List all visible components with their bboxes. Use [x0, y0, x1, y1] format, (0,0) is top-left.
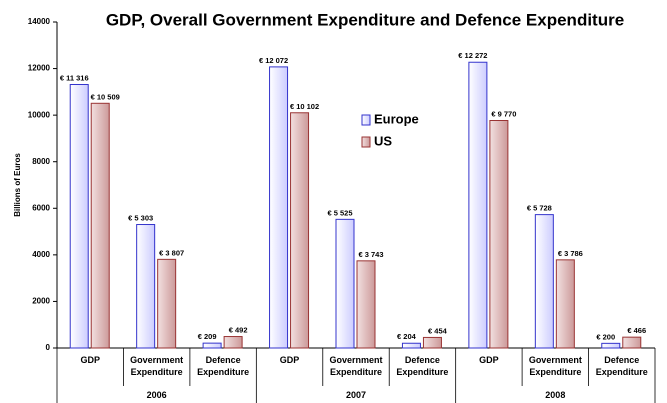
bar: [290, 112, 310, 349]
value-label: € 5 303: [128, 214, 153, 223]
x-tick-label: GDP: [80, 355, 100, 365]
value-label: € 10 509: [91, 92, 120, 101]
bar: [534, 214, 554, 349]
bar: [555, 259, 575, 349]
bar: [223, 336, 243, 349]
value-label: € 5 728: [527, 204, 552, 213]
bar: [356, 260, 376, 349]
x-tick-label: GDP: [479, 355, 499, 365]
y-tick-label: 8000: [32, 157, 50, 166]
bar: [157, 258, 177, 349]
x-tick-label: Defence Expenditure: [595, 355, 648, 377]
x-tick-label: GDP: [279, 355, 300, 365]
y-axis-title: Billions of Euros: [13, 153, 22, 217]
x-tick-label: Defence Expenditure: [197, 355, 250, 377]
y-tick-label: 6000: [32, 203, 50, 212]
value-label: € 3 786: [558, 249, 583, 258]
value-label: € 12 272: [458, 51, 487, 60]
y-tick-label: 14000: [28, 17, 51, 26]
x-tick-label: Defence Expenditure: [396, 355, 449, 377]
y-tick-label: 2000: [32, 297, 50, 306]
bar: [401, 342, 421, 349]
bar: [468, 61, 488, 349]
y-tick-label: 4000: [32, 250, 50, 259]
bar: [69, 83, 89, 349]
group-label: 2007: [345, 390, 366, 400]
group-label: 2006: [146, 390, 167, 400]
value-label: € 5 525: [327, 208, 352, 217]
value-label: € 3 807: [159, 248, 184, 257]
value-label: € 12 072: [259, 56, 288, 65]
value-label: € 492: [229, 326, 248, 335]
legend-label: US: [374, 133, 392, 148]
value-label: € 209: [198, 332, 217, 341]
bar: [422, 336, 442, 349]
bar: [90, 102, 110, 349]
legend-label: Europe: [374, 111, 419, 126]
x-tick-label: Government Expenditure: [130, 355, 184, 377]
bar: [202, 342, 222, 349]
value-label: € 454: [428, 326, 448, 335]
value-label: € 200: [596, 332, 615, 341]
bar: [601, 342, 621, 349]
y-tick-label: 0: [46, 343, 51, 352]
value-label: € 204: [397, 332, 417, 341]
value-label: € 11 316: [60, 73, 89, 82]
bar: [622, 336, 642, 349]
y-tick-label: 10000: [28, 110, 51, 119]
chart-title: GDP, Overall Government Expenditure and …: [106, 10, 624, 29]
value-label: € 10 102: [290, 102, 319, 111]
legend-swatch: [361, 114, 371, 126]
bar: [335, 218, 355, 349]
bar: [489, 119, 509, 349]
y-tick-label: 12000: [28, 64, 51, 73]
legend-swatch: [361, 136, 371, 148]
group-label: 2008: [545, 390, 566, 400]
x-tick-label: Government Expenditure: [329, 355, 383, 377]
value-label: € 466: [627, 326, 646, 335]
value-label: € 9 770: [491, 109, 516, 118]
value-label: € 3 743: [358, 250, 383, 259]
x-tick-label: Government Expenditure: [528, 355, 582, 377]
bar: [136, 224, 156, 349]
bar: [269, 66, 289, 349]
